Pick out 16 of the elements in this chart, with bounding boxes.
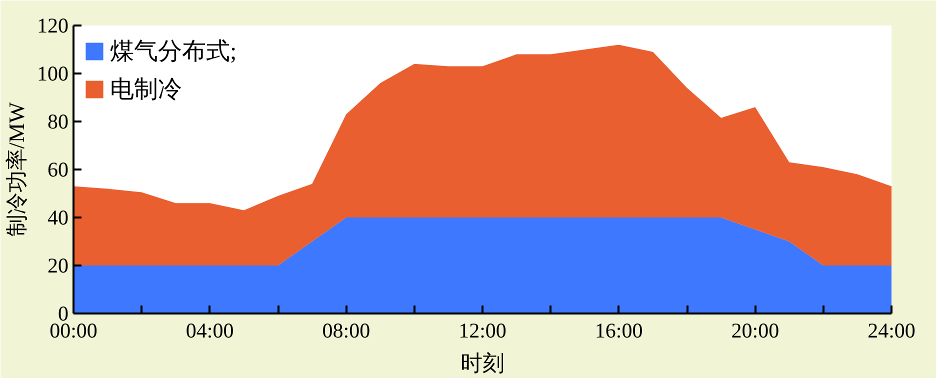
y-tick-label: 60 xyxy=(48,158,68,182)
x-tick-label: 20:00 xyxy=(731,318,780,342)
x-axis-title: 时刻 xyxy=(460,350,504,376)
y-tick-label: 80 xyxy=(48,110,68,134)
x-tick-label: 08:00 xyxy=(322,318,370,342)
y-tick-label: 40 xyxy=(48,206,68,230)
x-tick-label: 16:00 xyxy=(594,318,643,342)
y-tick-label: 100 xyxy=(37,62,68,86)
x-tick-label: 04:00 xyxy=(186,318,234,342)
legend-label: 煤气分布式; xyxy=(110,38,237,67)
x-tick-label: 24:00 xyxy=(868,318,916,342)
x-tick-label: 12:00 xyxy=(458,318,506,342)
y-tick-label: 120 xyxy=(37,14,68,38)
y-tick-label: 20 xyxy=(48,254,68,278)
legend-label: 电制冷 xyxy=(110,76,182,105)
y-axis-title: 制冷功率/MW xyxy=(4,102,29,237)
